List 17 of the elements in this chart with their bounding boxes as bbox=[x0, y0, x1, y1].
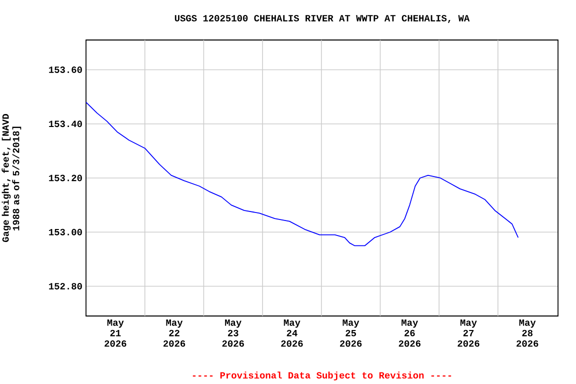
x-tick-label: May 24 2026 bbox=[281, 320, 303, 347]
y-tick-label: 152.80 bbox=[49, 283, 82, 290]
y-tick-label: 153.40 bbox=[49, 120, 82, 128]
x-tick-label: May 28 2026 bbox=[516, 320, 538, 347]
line-series bbox=[86, 102, 519, 246]
y-axis-title: Gage height, feet, [NAVD 1988 as of 5/3/2018] bbox=[2, 114, 22, 242]
x-tick-label: May 27 2026 bbox=[458, 320, 480, 347]
x-tick-label: May 22 2026 bbox=[163, 320, 186, 347]
chart-title: USGS 12025100 CHEHALIS RIVER AT WWTP AT CHEHALIS, WA bbox=[174, 15, 470, 23]
text: ---- Provisional Data Subject to Revision ---- bbox=[192, 372, 452, 380]
x-tick-label: May 26 2026 bbox=[398, 320, 420, 347]
x-tick-label: May 23 2026 bbox=[222, 320, 244, 347]
x-tick-label: May 21 2026 bbox=[104, 320, 126, 347]
y-tick-label: 153.20 bbox=[49, 174, 82, 182]
y-tick-label: 153.00 bbox=[49, 228, 82, 236]
x-tick-label: May 25 2026 bbox=[340, 320, 362, 347]
y-tick-label: 153.60 bbox=[49, 66, 82, 73]
